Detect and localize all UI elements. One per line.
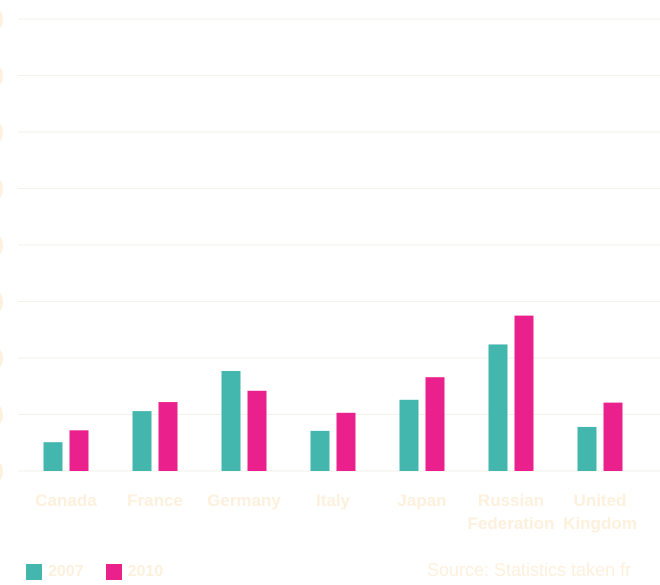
bar-chart: 0 0 0 0 0 0 0 0 0 Canada France Germany Italy Japan R…	[0, 4, 660, 533]
bar-2007-russian-federation	[488, 344, 508, 471]
y-tick-label: 0	[0, 400, 4, 431]
bar-2007-japan	[399, 399, 419, 471]
bar-2010-united-kingdom	[603, 402, 623, 471]
legend-label-2007: 2007	[48, 563, 84, 580]
bar-2010-japan	[425, 377, 445, 471]
bar-2007-italy	[310, 430, 330, 471]
x-tick-label: Canada	[35, 491, 97, 510]
x-tick-label: Japan	[397, 491, 446, 510]
legend-swatch-2010	[105, 564, 122, 580]
y-tick-label: 0	[0, 4, 4, 35]
x-tick-label: Russian Federation	[468, 491, 555, 533]
y-tick-label: 0	[0, 61, 4, 92]
bar-2010-russian-federation	[514, 315, 534, 471]
x-tick-label: Germany	[207, 491, 281, 510]
y-tick-label: 0	[0, 456, 4, 487]
legend-label-2010: 2010	[127, 563, 164, 580]
x-tick-label: France	[127, 491, 183, 510]
bar-2007-united-kingdom	[577, 426, 597, 471]
bar-2007-canada	[43, 442, 63, 471]
legend-item-2010: 2010	[105, 563, 164, 581]
legend-swatch-2007	[26, 564, 42, 580]
bar-2010-germany	[247, 390, 267, 471]
x-tick-label: Italy	[316, 491, 351, 510]
source-note: Source: Statistics taken fr	[427, 560, 632, 580]
bars	[43, 315, 623, 471]
legend-item-2007: 2007	[26, 563, 84, 581]
y-tick-label: 0	[0, 117, 4, 148]
y-tick-label: 0	[0, 174, 4, 205]
x-axis-labels: Canada France Germany Italy Japan Russian Fede…	[35, 491, 637, 533]
bar-2010-france	[158, 402, 178, 471]
bar-2007-france	[132, 411, 152, 471]
bar-2010-italy	[336, 412, 356, 471]
bar-2007-germany	[221, 370, 241, 471]
y-axis-ticks: 0 0 0 0 0 0 0 0 0	[0, 4, 4, 487]
y-tick-label: 0	[0, 343, 4, 374]
gridlines	[18, 18, 660, 472]
legend: 2007 2010	[26, 562, 185, 582]
y-tick-label: 0	[0, 287, 4, 318]
bar-2010-canada	[69, 430, 89, 471]
y-tick-label: 0	[0, 230, 4, 261]
x-tick-label: United Kingdom	[563, 491, 637, 533]
